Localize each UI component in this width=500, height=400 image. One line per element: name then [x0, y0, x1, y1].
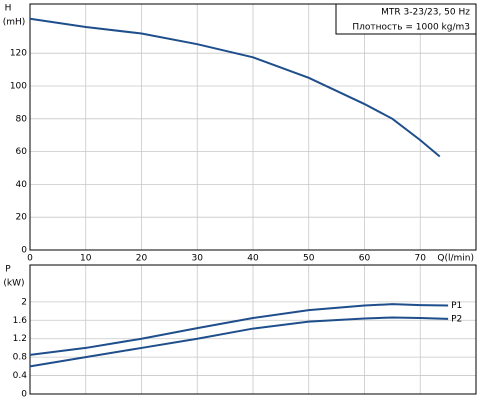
y-tick-label: 2	[21, 297, 27, 307]
y-tick-label: 40	[16, 180, 28, 190]
y-axis-label: P	[5, 265, 11, 275]
plot-frame	[29, 264, 477, 395]
x-tick-label: 70	[415, 254, 427, 264]
data-line	[29, 303, 449, 356]
y-tick-label: 0	[21, 390, 27, 400]
y-tick-label: 1.2	[13, 334, 27, 344]
data-line	[29, 17, 441, 158]
x-tick-label: 30	[192, 254, 204, 264]
annotation: Плотность = 1000 kg/m3	[352, 23, 470, 33]
series-label: P1	[451, 301, 462, 311]
y-tick-label: 0	[21, 246, 27, 256]
x-tick-label: 10	[80, 254, 92, 264]
x-tick-label: 60	[359, 254, 371, 264]
x-tick-label: 20	[136, 254, 148, 264]
y-tick-label: 0.8	[13, 353, 28, 363]
x-tick-label: 0	[27, 254, 33, 264]
y-tick-label: 0.4	[13, 371, 28, 381]
y-tick-label: 60	[16, 147, 28, 157]
y-axis-unit: (mH)	[3, 18, 26, 28]
x-tick-label: 50	[303, 254, 315, 264]
y-axis-unit: (kW)	[3, 279, 24, 289]
y-tick-label: 1.6	[13, 316, 28, 326]
y-tick-label: 80	[16, 114, 28, 124]
y-axis-label: H	[5, 4, 12, 14]
annotation: MTR 3-23/23, 50 Hz	[381, 8, 470, 18]
series-label: P2	[451, 314, 462, 324]
annotation-box	[335, 3, 477, 35]
y-tick-label: 100	[10, 82, 27, 92]
y-tick-label: 20	[16, 213, 28, 223]
x-axis-label: Q(l/min)	[437, 254, 474, 264]
plot-frame	[29, 3, 477, 251]
data-line	[29, 316, 449, 368]
y-tick-label: 120	[10, 49, 27, 59]
x-tick-label: 40	[247, 254, 259, 264]
